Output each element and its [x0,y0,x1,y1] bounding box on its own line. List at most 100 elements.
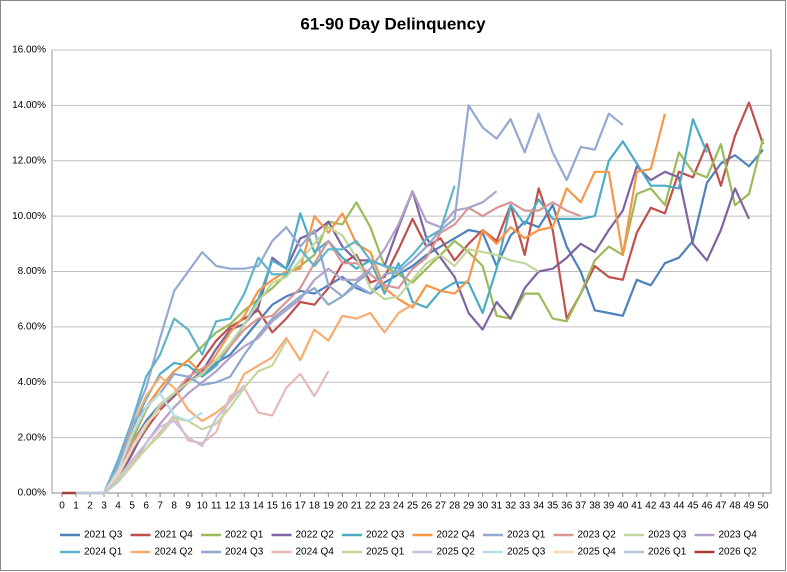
x-tick-label: 35 [547,501,559,512]
legend-label: 2026 Q1 [648,547,687,558]
x-tick-label: 41 [631,501,643,512]
legend-item: 2022 Q3 [342,530,405,541]
x-tick-label: 17 [295,501,307,512]
y-tick-label: 2.00% [18,432,46,443]
x-tick-label: 32 [505,501,517,512]
x-tick-label: 48 [729,501,741,512]
x-tick-label: 12 [225,501,237,512]
x-tick-label: 33 [519,501,531,512]
x-tick-label: 34 [533,501,545,512]
legend-item: 2024 Q4 [271,547,335,558]
legend-label: 2025 Q4 [578,547,617,558]
legend-label: 2022 Q2 [296,530,335,541]
chart-title: 61-90 Day Delinquency [300,14,486,33]
legend-label: 2023 Q1 [507,530,546,541]
y-tick-label: 0.00% [18,488,46,499]
x-tick-label: 43 [659,501,671,512]
x-tick-label: 25 [407,501,419,512]
legend-item: 2021 Q3 [60,530,123,541]
legend-item: 2026 Q1 [624,547,687,558]
x-tick-label: 2 [87,501,93,512]
x-tick-label: 47 [715,501,727,512]
x-tick-label: 22 [365,501,377,512]
y-tick-label: 4.00% [18,377,46,388]
legend-item: 2022 Q4 [412,530,476,541]
legend-item: 2022 Q2 [271,530,335,541]
x-tick-label: 16 [281,501,293,512]
x-tick-label: 45 [687,501,699,512]
x-tick-label: 44 [673,501,685,512]
legend-label: 2022 Q1 [225,530,264,541]
x-tick-label: 31 [491,501,503,512]
x-tick-label: 4 [115,501,121,512]
y-tick-label: 6.00% [18,322,46,333]
x-tick-label: 9 [185,501,191,512]
x-tick-label: 15 [267,501,279,512]
x-tick-label: 49 [743,501,755,512]
legend-item: 2024 Q3 [201,547,264,558]
legend-label: 2021 Q3 [84,530,123,541]
x-tick-label: 18 [309,501,321,512]
x-tick-label: 42 [645,501,657,512]
x-tick-label: 1 [73,501,79,512]
x-tick-label: 5 [129,501,135,512]
legend-item: 2025 Q3 [483,547,546,558]
x-tick-label: 29 [463,501,475,512]
x-tick-label: 11 [211,501,222,512]
legend-label: 2022 Q3 [366,530,405,541]
x-tick-label: 36 [561,501,573,512]
legend-label: 2024 Q1 [84,547,123,558]
legend-label: 2022 Q4 [437,530,476,541]
legend-item: 2023 Q2 [553,530,617,541]
legend-label: 2023 Q3 [648,530,687,541]
x-tick-label: 10 [197,501,209,512]
x-tick-label: 26 [421,501,433,512]
x-tick-label: 50 [757,501,769,512]
x-tick-label: 24 [393,501,405,512]
x-tick-label: 0 [59,501,65,512]
series-line [62,118,708,495]
y-tick-label: 12.00% [12,155,46,166]
legend-label: 2025 Q1 [366,547,405,558]
x-tick-label: 21 [351,501,363,512]
series-line [62,270,372,495]
x-tick-label: 40 [617,501,629,512]
x-tick-label: 13 [239,501,251,512]
legend-label: 2024 Q2 [155,547,194,558]
y-tick-label: 16.00% [12,45,46,56]
legend-item: 2022 Q1 [201,530,264,541]
x-tick-label: 27 [435,501,447,512]
x-tick-label: 14 [253,501,265,512]
legend-item: 2025 Q4 [553,547,617,558]
x-tick-label: 46 [701,501,713,512]
legend-item: 2023 Q3 [624,530,687,541]
x-tick-label: 8 [171,501,177,512]
x-tick-label: 30 [477,501,489,512]
legend-label: 2026 Q2 [719,547,758,558]
legend-label: 2025 Q2 [437,547,476,558]
legend-item: 2021 Q4 [130,530,193,541]
legend-label: 2024 Q3 [225,547,264,558]
y-tick-label: 14.00% [12,100,46,111]
x-tick-label: 3 [101,501,107,512]
x-tick-label: 23 [379,501,391,512]
legend-item: 2024 Q2 [130,547,194,558]
y-tick-label: 10.00% [12,211,46,222]
legend-item: 2025 Q2 [412,547,476,558]
x-tick-label: 38 [589,501,601,512]
legend-label: 2023 Q2 [578,530,617,541]
x-tick-label: 20 [337,501,349,512]
y-tick-label: 8.00% [18,266,46,277]
x-tick-label: 39 [603,501,615,512]
x-tick-label: 37 [575,501,587,512]
x-tick-label: 6 [143,501,149,512]
x-tick-label: 19 [323,501,335,512]
legend-label: 2023 Q4 [719,530,758,541]
legend-item: 2025 Q1 [342,547,405,558]
legend-item: 2026 Q2 [694,547,758,558]
legend-item: 2023 Q4 [694,530,758,541]
legend-label: 2025 Q3 [507,547,546,558]
legend-label: 2024 Q4 [296,547,335,558]
x-tick-label: 28 [449,501,461,512]
